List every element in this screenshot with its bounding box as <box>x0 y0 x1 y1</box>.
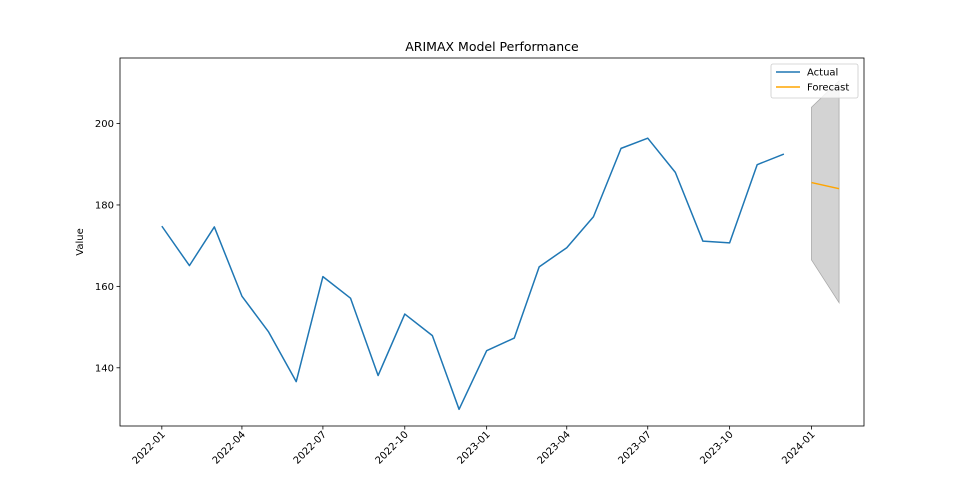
y-tick-label: 140 <box>95 363 114 374</box>
forecast-series-line <box>811 181 840 190</box>
y-axis-label: Value <box>75 228 86 255</box>
axes: 2022-01 2022-04 2022-07 2022-10 2023-01 2023-… <box>95 57 865 467</box>
chart-title: ARIMAX Model Performance <box>405 39 579 54</box>
x-tick-label: 2023-04 <box>536 429 573 466</box>
x-tick-label: 2024-01 <box>780 429 817 466</box>
legend-label: Actual <box>807 68 838 79</box>
legend: Actual Forecast <box>770 63 859 99</box>
x-tick-label: 2023-01 <box>455 429 492 466</box>
x-tick-label: 2022-04 <box>211 429 248 466</box>
forecast-confidence-band <box>811 79 840 305</box>
axes-frame <box>119 57 865 427</box>
x-tick-label: 2022-10 <box>374 429 411 466</box>
x-tick-label: 2022-01 <box>131 429 168 466</box>
y-tick-label: 200 <box>95 119 114 130</box>
x-tick-label: 2022-07 <box>292 429 329 466</box>
legend-label: Forecast <box>807 83 849 94</box>
y-tick-label: 160 <box>95 282 114 293</box>
x-tick-label: 2023-10 <box>698 429 735 466</box>
actual-series-line <box>161 137 785 411</box>
y-tick-label: 180 <box>95 200 114 211</box>
x-tick-label: 2023-07 <box>617 429 654 466</box>
plot-area <box>161 79 840 411</box>
